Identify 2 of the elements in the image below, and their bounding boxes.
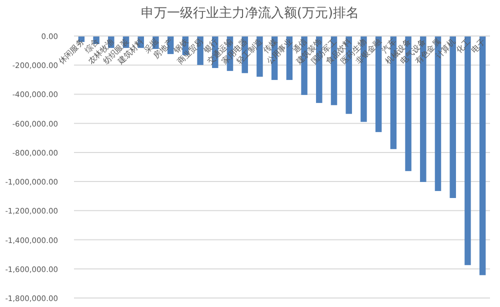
x-tick-label: 休闲服务	[56, 37, 86, 66]
chart-title: 申万一级行业主力净流入额(万元)排名	[140, 5, 360, 21]
